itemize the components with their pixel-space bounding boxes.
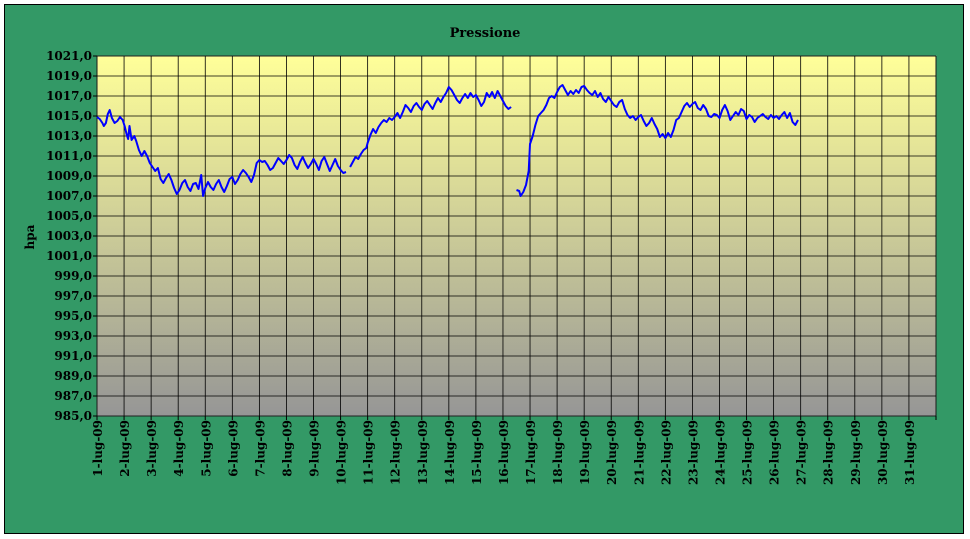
x-tick-label: 4-lug-09 xyxy=(172,420,186,477)
x-tick-label: 9-lug-09 xyxy=(308,420,322,477)
y-tick-label: 1003,0 xyxy=(46,229,92,243)
y-tick-label: 1013,0 xyxy=(46,129,92,143)
y-tick-label: 1021,0 xyxy=(46,49,92,63)
x-tick-label: 14-lug-09 xyxy=(443,420,457,485)
y-tick-label: 1001,0 xyxy=(46,249,92,263)
x-tick-label: 29-lug-09 xyxy=(849,420,863,485)
y-tick-label: 1011,0 xyxy=(46,149,92,163)
y-tick-label: 997,0 xyxy=(54,289,92,303)
y-tick-label: 985,0 xyxy=(54,409,92,423)
x-tick-label: 3-lug-09 xyxy=(145,420,159,477)
x-tick-label: 16-lug-09 xyxy=(497,420,511,485)
x-tick-label: 19-lug-09 xyxy=(578,420,592,485)
x-tick-label: 6-lug-09 xyxy=(226,420,240,477)
x-tick-label: 20-lug-09 xyxy=(605,420,619,485)
x-tick-label: 21-lug-09 xyxy=(632,420,646,485)
x-tick-label: 1-lug-09 xyxy=(91,420,105,477)
x-tick-label: 8-lug-09 xyxy=(280,420,294,477)
x-tick-label: 24-lug-09 xyxy=(713,420,727,485)
y-tick-label: 989,0 xyxy=(54,369,92,383)
series-pressione xyxy=(96,84,799,197)
y-axis: 985,0 987,0 989,0 991,0 993,0 995,0 997,0 999,0… xyxy=(46,49,97,423)
y-tick-label: 1009,0 xyxy=(46,169,92,183)
chart-title: Pressione xyxy=(450,26,521,41)
x-tick-label: 31-lug-09 xyxy=(903,420,917,485)
x-tick-label: 7-lug-09 xyxy=(253,420,267,477)
series-line-segment xyxy=(96,109,347,197)
y-tick-label: 1019,0 xyxy=(46,69,92,83)
x-tick-label: 10-lug-09 xyxy=(335,420,349,485)
x-tick-label: 27-lug-09 xyxy=(795,420,809,485)
y-tick-label: 1015,0 xyxy=(46,109,92,123)
x-tick-label: 25-lug-09 xyxy=(741,420,755,485)
y-tick-label: 1005,0 xyxy=(46,209,92,223)
y-tick-label: 1007,0 xyxy=(46,189,92,203)
x-tick-label: 30-lug-09 xyxy=(876,420,890,485)
x-tick-label: 23-lug-09 xyxy=(686,420,700,485)
x-tick-label: 11-lug-09 xyxy=(362,420,376,485)
x-tick-label: 18-lug-09 xyxy=(551,420,565,485)
y-tick-label: 991,0 xyxy=(54,349,92,363)
y-tick-label: 995,0 xyxy=(54,309,92,323)
y-tick-label: 987,0 xyxy=(54,389,92,403)
x-tick-label: 2-lug-09 xyxy=(118,420,132,477)
x-tick-label: 12-lug-09 xyxy=(389,420,403,485)
x-tick-label: 13-lug-09 xyxy=(416,420,430,485)
x-tick-label: 5-lug-09 xyxy=(199,420,213,477)
series-line-segment xyxy=(516,84,799,197)
x-tick-label: 26-lug-09 xyxy=(768,420,782,485)
x-tick-label: 28-lug-09 xyxy=(822,420,836,485)
x-tick-label: 17-lug-09 xyxy=(524,420,538,485)
y-axis-label: hpa xyxy=(23,224,37,249)
y-tick-label: 993,0 xyxy=(54,329,92,343)
x-tick-label: 15-lug-09 xyxy=(470,420,484,485)
x-tick-label: 22-lug-09 xyxy=(659,420,673,485)
series-line-segment xyxy=(349,86,512,168)
y-tick-label: 999,0 xyxy=(54,269,92,283)
y-tick-label: 1017,0 xyxy=(46,89,92,103)
x-axis: 1-lug-09 2-lug-09 3-lug-09 4-lug-09 5-lug-09… xyxy=(91,416,937,485)
